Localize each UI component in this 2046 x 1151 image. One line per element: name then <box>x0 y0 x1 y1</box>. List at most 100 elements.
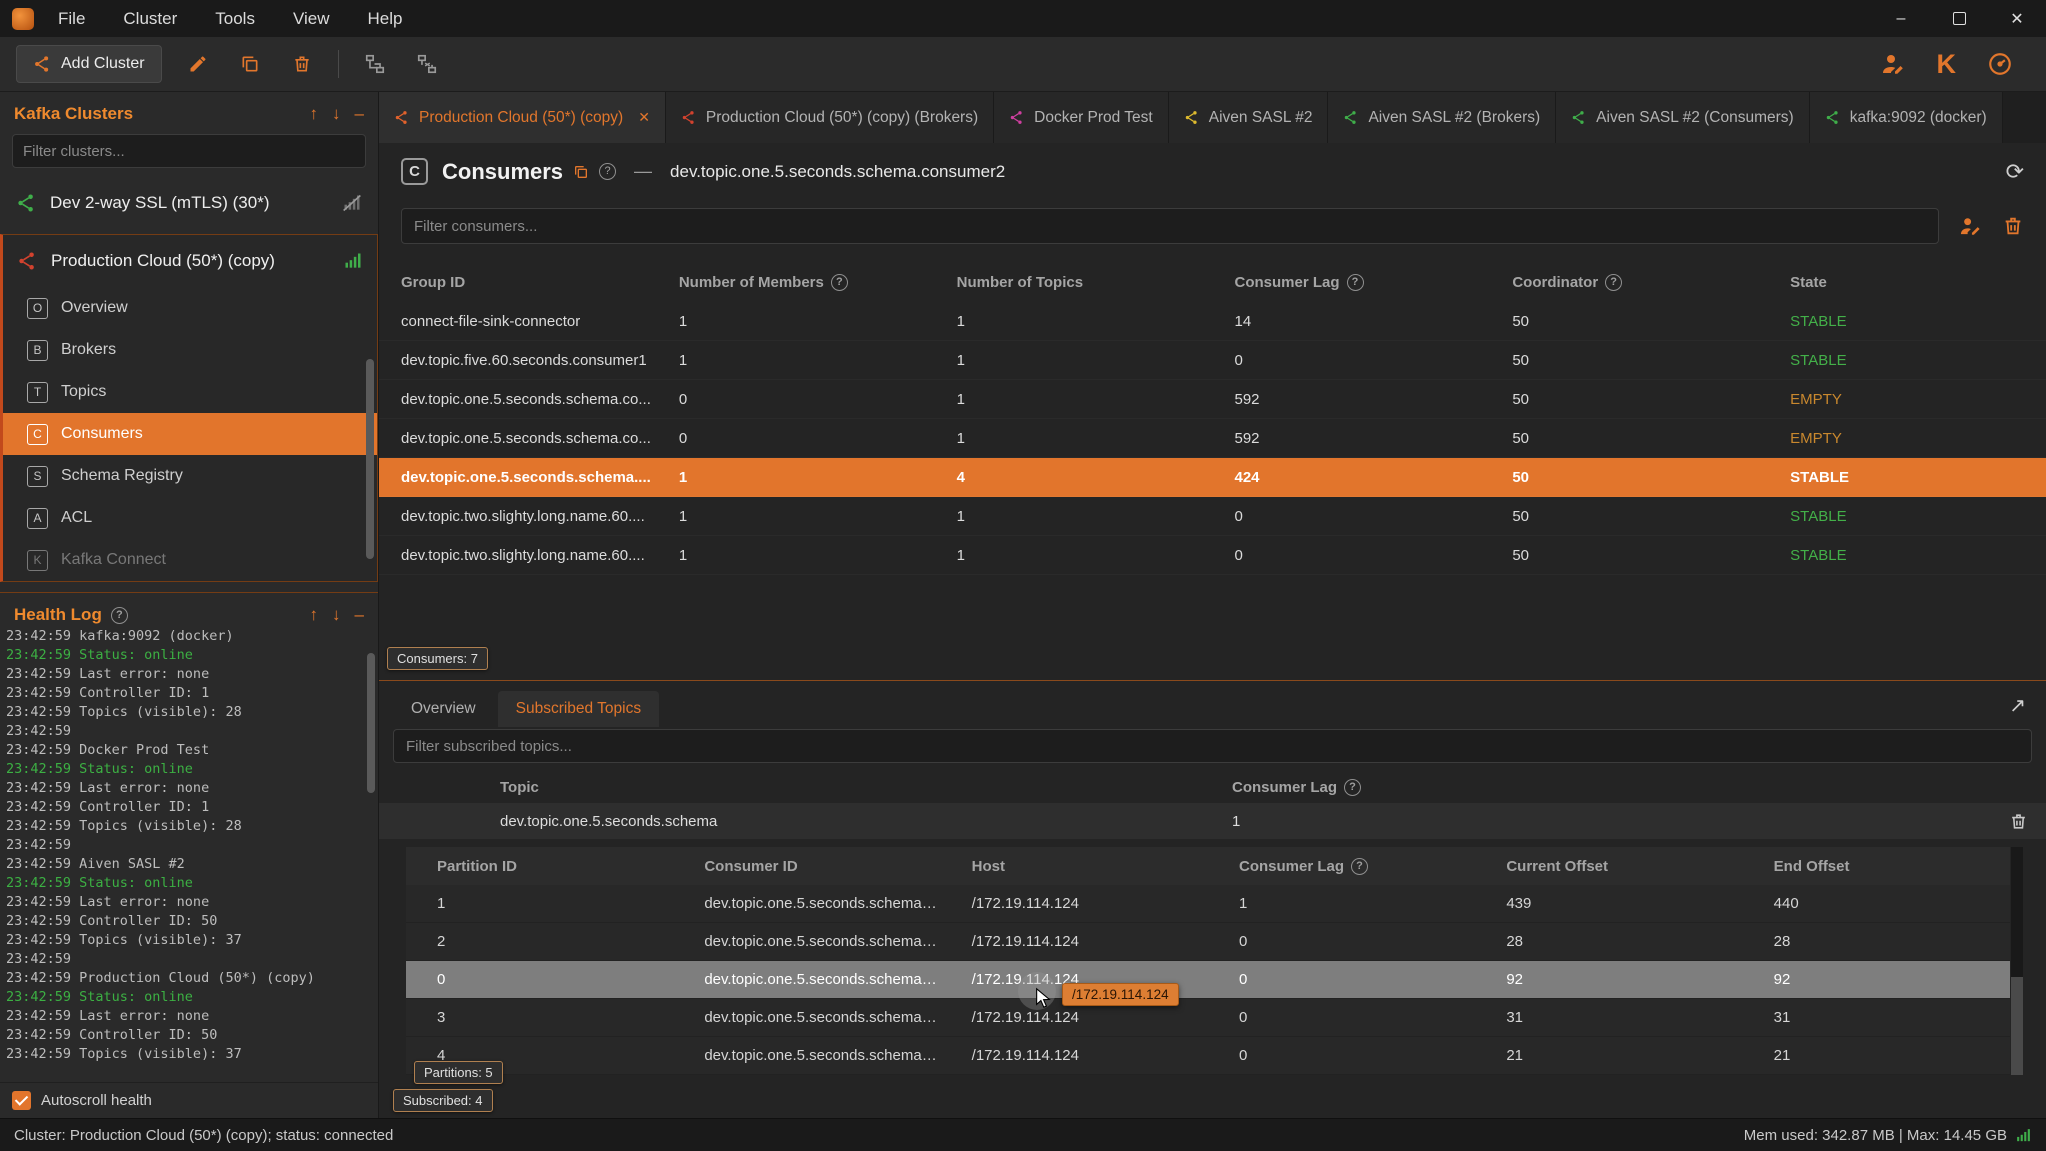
consumers-filter-input[interactable] <box>401 208 1939 244</box>
cell-current-offset: 92 <box>1475 971 1742 988</box>
cell-group-id: connect-file-sink-connector <box>379 313 657 330</box>
health-log-section: Health Log ? ↑ ↓ – 23:42:59 kafka:9092 (… <box>0 592 378 1082</box>
collapse-section-icon[interactable]: – <box>355 605 364 625</box>
minimize-button[interactable]: – <box>1872 0 1930 37</box>
cell-topics: 1 <box>935 430 1213 447</box>
partitions-scrollbar[interactable] <box>2011 847 2023 1075</box>
maximize-button[interactable] <box>1930 0 1988 37</box>
table-row[interactable]: dev.topic.two.slighty.long.name.60.... 1… <box>379 536 2046 575</box>
tab-production-cloud-copy-brokers[interactable]: Production Cloud (50*) (copy) (Brokers) <box>666 92 994 143</box>
tab-aiven-sasl-2-consumers[interactable]: Aiven SASL #2 (Consumers) <box>1556 92 1810 143</box>
refresh-button[interactable]: ⟳ <box>2006 159 2024 185</box>
cell-partition-id: 3 <box>406 1009 673 1026</box>
column-partition-id[interactable]: Partition ID <box>406 858 673 875</box>
scrollbar-thumb[interactable] <box>2011 847 2023 977</box>
connection-dial-icon[interactable] <box>1984 48 2016 80</box>
sidebar-item-consumers[interactable]: C Consumers <box>3 413 377 455</box>
autoscroll-checkbox[interactable] <box>12 1091 31 1110</box>
column-coordinator[interactable]: Coordinator? <box>1490 274 1768 291</box>
cell-current-offset: 21 <box>1475 1047 1742 1064</box>
sort-asc-icon[interactable]: ↑ <box>310 605 319 625</box>
admin-tools-button[interactable] <box>1877 48 1909 80</box>
column-consumer-lag[interactable]: Consumer Lag? <box>1208 858 1475 875</box>
column-number-of-topics[interactable]: Number of Topics <box>935 274 1213 291</box>
add-cluster-button[interactable]: Add Cluster <box>16 45 162 83</box>
tab-docker-prod-test[interactable]: Docker Prod Test <box>994 92 1169 143</box>
expand-panel-button[interactable]: ↗ <box>2009 693 2026 718</box>
menu-item-help[interactable]: Help <box>368 9 403 29</box>
partition-row-hovered[interactable]: 0 dev.topic.one.5.seconds.schema-con... … <box>406 961 2010 999</box>
menu-item-cluster[interactable]: Cluster <box>123 9 177 29</box>
delete-consumer-button[interactable] <box>2002 215 2024 237</box>
close-button[interactable]: ✕ <box>1988 0 2046 37</box>
consumer-subtitle: dev.topic.one.5.seconds.schema.consumer2 <box>670 162 1005 182</box>
topic-row[interactable]: dev.topic.one.5.seconds.schema 1 <box>379 803 2046 839</box>
tab-subscribed-topics[interactable]: Subscribed Topics <box>498 691 660 727</box>
tab-kafka-9092-docker[interactable]: kafka:9092 (docker) <box>1810 92 2003 143</box>
table-row[interactable]: dev.topic.two.slighty.long.name.60.... 1… <box>379 497 2046 536</box>
connect-cluster-button[interactable] <box>359 48 391 80</box>
delete-topic-button[interactable] <box>2009 812 2046 831</box>
column-consumer-lag[interactable]: Consumer Lag? <box>1232 779 1956 796</box>
topics-table-header: Topic Consumer Lag? <box>379 771 2046 803</box>
table-row-selected[interactable]: dev.topic.one.5.seconds.schema.... 1 4 4… <box>379 458 2046 497</box>
edit-consumer-button[interactable] <box>1959 215 1982 238</box>
table-row[interactable]: dev.topic.one.5.seconds.schema.co... 0 1… <box>379 419 2046 458</box>
column-host[interactable]: Host <box>941 858 1208 875</box>
log-line: 23:42:59 Last error: none <box>6 893 378 912</box>
column-consumer-lag[interactable]: Consumer Lag? <box>1213 274 1491 291</box>
cell-partition-id: 1 <box>406 895 673 912</box>
clusters-scrollbar-thumb[interactable] <box>366 359 374 559</box>
sidebar-item-schema-registry[interactable]: S Schema Registry <box>3 455 377 497</box>
health-scrollbar-thumb[interactable] <box>367 653 375 793</box>
table-row[interactable]: dev.topic.one.5.seconds.schema.co... 0 1… <box>379 380 2046 419</box>
edit-cluster-button[interactable] <box>182 48 214 80</box>
sidebar-item-acl[interactable]: A ACL <box>3 497 377 539</box>
cluster-filter-input[interactable] <box>12 134 366 168</box>
cell-state: STABLE <box>1768 547 2046 564</box>
tab-strip-filler <box>2003 92 2046 143</box>
sidebar-item-overview[interactable]: O Overview <box>3 287 377 329</box>
tab-label: kafka:9092 (docker) <box>1850 109 1987 127</box>
disconnect-cluster-button[interactable] <box>411 48 443 80</box>
partition-row[interactable]: 3 dev.topic.one.5.seconds.schema-con... … <box>406 999 2010 1037</box>
partition-row[interactable]: 1 dev.topic.one.5.seconds.schema-con... … <box>406 885 2010 923</box>
tab-aiven-sasl-2[interactable]: Aiven SASL #2 <box>1169 92 1329 143</box>
column-end-offset[interactable]: End Offset <box>1743 858 2010 875</box>
sidebar-item-label: Consumers <box>61 425 143 443</box>
duplicate-cluster-button[interactable] <box>234 48 266 80</box>
column-current-offset[interactable]: Current Offset <box>1475 858 1742 875</box>
sort-desc-icon[interactable]: ↓ <box>332 104 341 124</box>
column-state[interactable]: State <box>1768 274 2046 291</box>
cluster-item-production[interactable]: Production Cloud (50*) (copy) <box>3 235 377 287</box>
k-logo-icon[interactable]: K <box>1937 51 1957 78</box>
tab-aiven-sasl-2-brokers[interactable]: Aiven SASL #2 (Brokers) <box>1328 92 1556 143</box>
sidebar-item-brokers[interactable]: B Brokers <box>3 329 377 371</box>
column-number-of-members[interactable]: Number of Members? <box>657 274 935 291</box>
tab-overview[interactable]: Overview <box>393 691 494 727</box>
copy-name-button[interactable] <box>573 164 589 180</box>
delete-cluster-button[interactable] <box>286 48 318 80</box>
log-line: 23:42:59 Last error: none <box>6 665 378 684</box>
partition-row[interactable]: 4 dev.topic.one.5.seconds.schema-con... … <box>406 1037 2010 1075</box>
partition-row[interactable]: 2 dev.topic.one.5.seconds.schema-con... … <box>406 923 2010 961</box>
tab-close-icon[interactable]: ✕ <box>638 109 650 126</box>
column-group-id[interactable]: Group ID <box>379 274 657 291</box>
menu-item-view[interactable]: View <box>293 9 330 29</box>
menu-item-file[interactable]: File <box>58 9 85 29</box>
table-row[interactable]: connect-file-sink-connector 1 1 14 50 ST… <box>379 302 2046 341</box>
sort-desc-icon[interactable]: ↓ <box>332 605 341 625</box>
menu-item-tools[interactable]: Tools <box>215 9 255 29</box>
collapse-section-icon[interactable]: – <box>355 104 364 124</box>
log-line: 23:42:59 Last error: none <box>6 1007 378 1026</box>
column-topic[interactable]: Topic <box>500 779 1232 796</box>
sidebar-item-kafka-connect[interactable]: K Kafka Connect <box>3 539 377 581</box>
cluster-item-dev[interactable]: Dev 2-way SSL (mTLS) (30*) <box>0 178 378 228</box>
sidebar-item-topics[interactable]: T Topics <box>3 371 377 413</box>
column-label: End Offset <box>1774 858 1850 875</box>
sort-asc-icon[interactable]: ↑ <box>310 104 319 124</box>
tab-production-cloud-copy[interactable]: Production Cloud (50*) (copy) ✕ <box>379 92 666 143</box>
table-row[interactable]: dev.topic.five.60.seconds.consumer1 1 1 … <box>379 341 2046 380</box>
column-consumer-id[interactable]: Consumer ID <box>673 858 940 875</box>
subscribed-topics-filter-input[interactable] <box>393 729 2032 763</box>
